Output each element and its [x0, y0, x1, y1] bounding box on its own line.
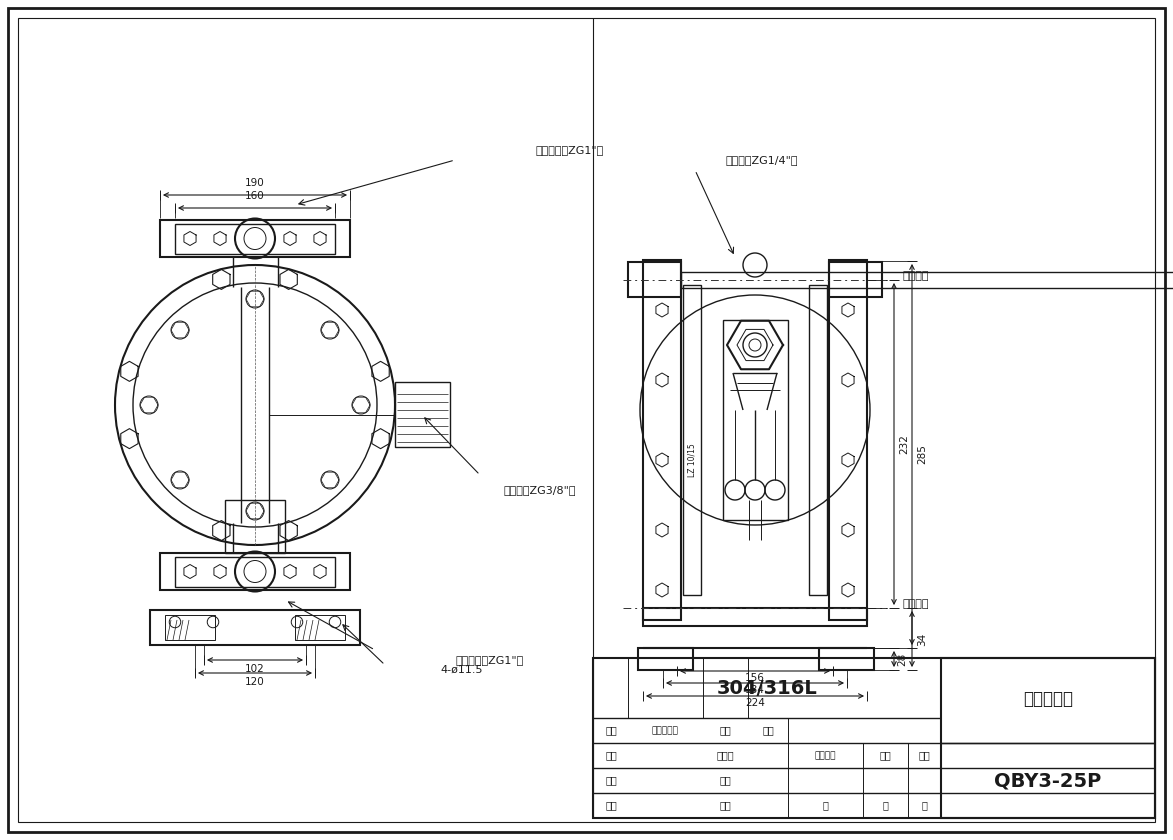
Text: 304/316L: 304/316L — [717, 679, 818, 697]
Text: 设计: 设计 — [605, 750, 617, 760]
Text: （出口）: （出口） — [902, 271, 929, 281]
Text: 消声器（ZG3/8"）: 消声器（ZG3/8"） — [503, 485, 576, 495]
Text: 102: 102 — [245, 664, 265, 674]
Text: 图样标记: 图样标记 — [814, 751, 835, 760]
Text: 190: 190 — [245, 178, 265, 188]
Text: 物料进口（ZG1"）: 物料进口（ZG1"） — [455, 655, 523, 665]
Text: QBY3-25P: QBY3-25P — [995, 771, 1101, 790]
Text: 安装尺寸图: 安装尺寸图 — [1023, 690, 1073, 708]
Bar — [682, 272, 1173, 288]
Bar — [395, 382, 450, 447]
Text: 120: 120 — [245, 677, 265, 687]
Text: （进口）: （进口） — [902, 599, 929, 609]
Text: 更改文件号: 更改文件号 — [651, 726, 678, 735]
Text: 审核: 审核 — [605, 775, 617, 785]
Text: 工艺: 工艺 — [605, 801, 617, 811]
Bar — [683, 285, 701, 595]
Text: 184: 184 — [745, 685, 765, 695]
Bar — [829, 260, 867, 620]
Bar — [628, 262, 682, 297]
Bar — [809, 285, 827, 595]
Bar — [829, 262, 882, 297]
Text: LZ 10/15: LZ 10/15 — [687, 444, 697, 477]
Bar — [819, 648, 874, 670]
Bar — [723, 320, 788, 520]
Text: 标记: 标记 — [605, 726, 617, 736]
Text: 签字: 签字 — [719, 726, 731, 736]
Text: 4-ø11.5: 4-ø11.5 — [440, 665, 482, 675]
Text: 224: 224 — [745, 698, 765, 708]
Bar — [225, 500, 285, 553]
Bar — [638, 648, 693, 670]
Text: 第: 第 — [921, 801, 927, 811]
Text: 日期: 日期 — [762, 726, 774, 736]
Text: 28: 28 — [897, 653, 907, 665]
Text: 批准: 批准 — [719, 775, 731, 785]
Bar — [643, 608, 867, 626]
Text: 比例: 比例 — [918, 750, 930, 760]
Bar — [175, 224, 335, 254]
Text: 232: 232 — [899, 434, 909, 454]
Text: 页: 页 — [882, 801, 888, 811]
Bar — [594, 658, 1155, 818]
Text: 285: 285 — [917, 444, 927, 465]
Text: 标准化: 标准化 — [717, 750, 734, 760]
Text: 重量: 重量 — [879, 750, 890, 760]
Bar — [160, 220, 350, 257]
Bar — [643, 260, 682, 620]
Bar — [175, 557, 335, 587]
Text: 日期: 日期 — [719, 801, 731, 811]
Bar — [160, 553, 350, 590]
Text: 进气口（ZG1/4"）: 进气口（ZG1/4"） — [725, 155, 798, 165]
Text: 156: 156 — [745, 673, 765, 683]
Text: 34: 34 — [917, 633, 927, 646]
Text: 160: 160 — [245, 191, 265, 201]
Text: 物料出口（ZG1"）: 物料出口（ZG1"） — [535, 145, 603, 155]
Bar — [294, 615, 345, 640]
Text: 共: 共 — [822, 801, 828, 811]
Bar — [165, 615, 215, 640]
Bar — [150, 610, 360, 645]
Bar — [941, 658, 1155, 818]
